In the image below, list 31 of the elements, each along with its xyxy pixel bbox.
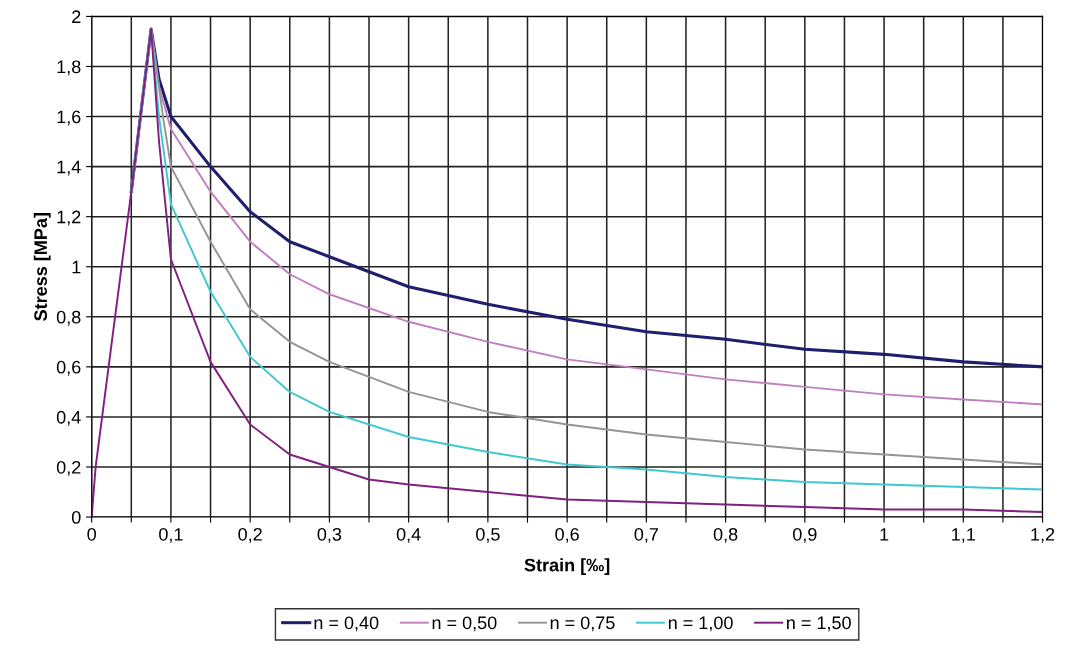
y-tick-label: 0,4 bbox=[56, 410, 81, 426]
y-tick-label: 1,2 bbox=[57, 210, 81, 226]
x-tick-label: 0,1 bbox=[159, 527, 183, 543]
x-tick-label: 0,7 bbox=[634, 527, 658, 543]
x-axis-title: Strain [‰] bbox=[524, 558, 610, 576]
y-tick-label: 1,6 bbox=[57, 110, 81, 126]
x-tick-label: 0,2 bbox=[238, 527, 262, 543]
legend-label: n = 1,50 bbox=[787, 616, 851, 632]
x-tick-label: 1 bbox=[880, 528, 889, 541]
x-tick-label: 0,5 bbox=[476, 527, 500, 543]
legend-label: n = 0,75 bbox=[550, 616, 615, 632]
x-tick-label: 0,6 bbox=[555, 527, 579, 543]
y-tick-label: 0 bbox=[71, 510, 81, 524]
y-tick-label: 2 bbox=[72, 10, 81, 23]
x-tick-label: 0,9 bbox=[792, 527, 817, 543]
y-tick-label: 1 bbox=[72, 260, 81, 274]
x-tick-label: 1,2 bbox=[1031, 527, 1055, 543]
x-tick-label: 0 bbox=[87, 527, 96, 541]
y-tick-label: 1,4 bbox=[57, 160, 81, 176]
x-tick-label: 1,1 bbox=[952, 528, 975, 543]
y-axis-title: Stress [MPa] bbox=[33, 213, 51, 321]
x-tick-label: 0,8 bbox=[713, 527, 738, 543]
legend-label: n = 1,00 bbox=[668, 616, 733, 632]
y-tick-label: 0,8 bbox=[56, 310, 81, 326]
y-tick-label: 0,2 bbox=[56, 460, 81, 476]
x-tick-label: 0,3 bbox=[317, 527, 342, 543]
legend-label: n = 0,50 bbox=[432, 616, 497, 632]
x-tick-label: 0,4 bbox=[396, 527, 421, 543]
y-tick-label: 0,6 bbox=[56, 360, 81, 376]
y-tick-label: 1,8 bbox=[57, 60, 81, 76]
legend-label: n = 0,40 bbox=[314, 616, 379, 632]
